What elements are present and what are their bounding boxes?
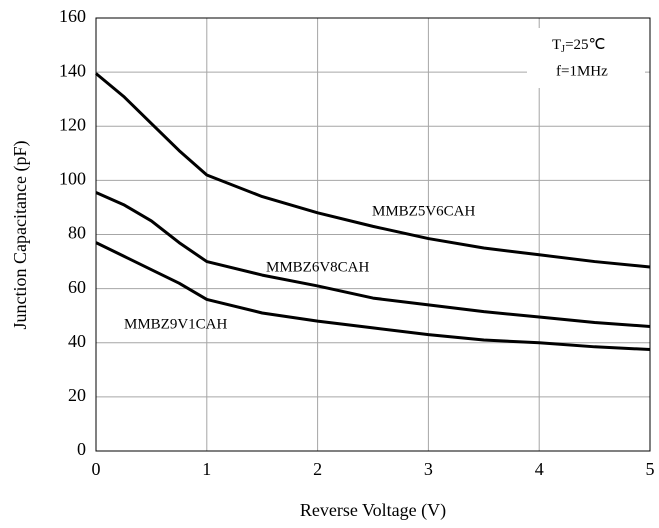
series-line	[95, 191, 651, 329]
y-tick-label: 0	[77, 439, 86, 459]
y-tick-label: 20	[68, 385, 86, 405]
y-tick-label: 40	[68, 331, 86, 351]
y-tick-label: 80	[68, 223, 86, 243]
series-label: MMBZ5V6CAH	[372, 203, 476, 219]
series-label: MMBZ6V8CAH	[266, 259, 370, 275]
condition-frequency: f=1MHz	[556, 63, 608, 79]
y-tick-label: 140	[59, 60, 86, 80]
plot-border	[95, 17, 651, 452]
y-tick-label: 160	[59, 6, 86, 26]
y-axis-label: Junction Capacitance (pF)	[10, 141, 31, 330]
condition-temperature: TJ=25℃	[552, 37, 605, 55]
x-tick-label: 3	[424, 459, 433, 479]
annotation-box	[527, 28, 645, 88]
x-axis-label: Reverse Voltage (V)	[300, 500, 446, 521]
series-label: MMBZ9V1CAH	[124, 316, 228, 332]
y-tick-label: 100	[59, 169, 86, 189]
x-tick-label: 0	[92, 459, 101, 479]
x-tick-label: 2	[313, 459, 322, 479]
x-tick-label: 4	[535, 459, 544, 479]
x-tick-label: 5	[646, 459, 655, 479]
y-tick-label: 60	[68, 277, 86, 297]
series-line	[95, 72, 651, 269]
y-tick-label: 120	[59, 114, 86, 134]
x-tick-label: 1	[202, 459, 211, 479]
series-line	[95, 241, 651, 352]
